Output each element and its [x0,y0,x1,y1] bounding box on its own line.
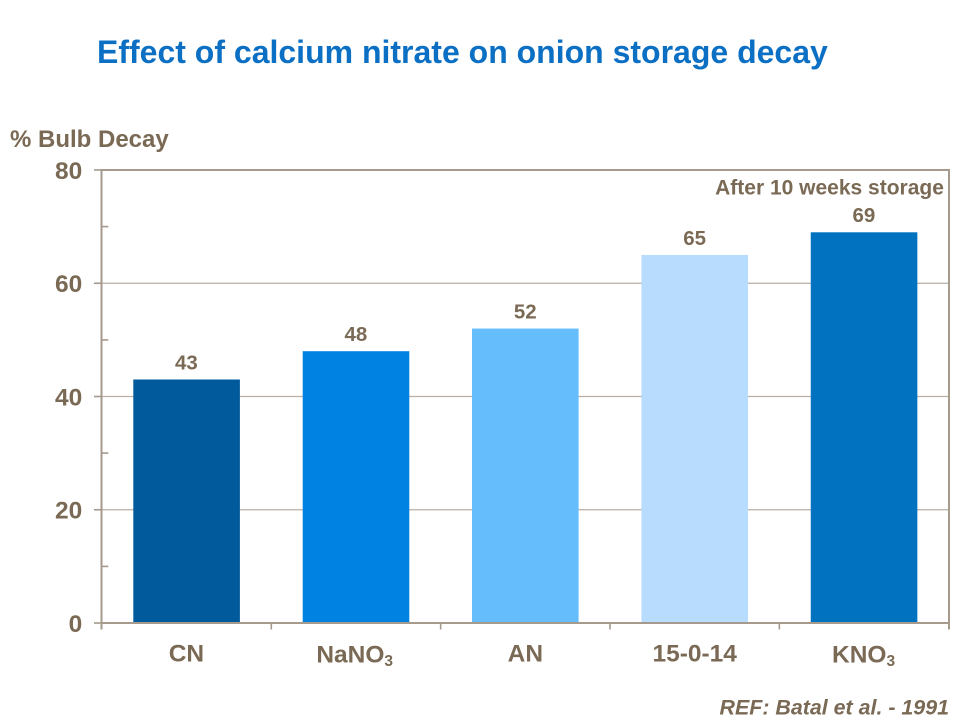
svg-text:CN: CN [169,641,204,668]
svg-text:NaNO3: NaNO3 [316,641,393,670]
svg-text:65: 65 [683,227,706,250]
svg-text:52: 52 [514,300,537,323]
svg-text:40: 40 [55,384,82,411]
svg-text:KNO3: KNO3 [832,641,895,670]
svg-text:REF: Batal et al. - 1991: REF: Batal et al. - 1991 [720,696,949,720]
svg-text:% Bulb Decay: % Bulb Decay [10,126,169,153]
svg-text:48: 48 [344,323,367,346]
svg-text:43: 43 [175,351,198,374]
svg-text:20: 20 [55,498,82,525]
svg-text:15-0-14: 15-0-14 [652,641,737,668]
svg-text:60: 60 [55,271,82,298]
svg-text:69: 69 [852,204,875,227]
svg-text:AN: AN [508,641,543,668]
svg-text:Effect of calcium nitrate on o: Effect of calcium nitrate on onion stora… [97,34,828,70]
svg-text:80: 80 [55,158,82,185]
svg-text:After 10 weeks storage: After 10 weeks storage [715,176,944,199]
svg-text:0: 0 [69,611,83,638]
